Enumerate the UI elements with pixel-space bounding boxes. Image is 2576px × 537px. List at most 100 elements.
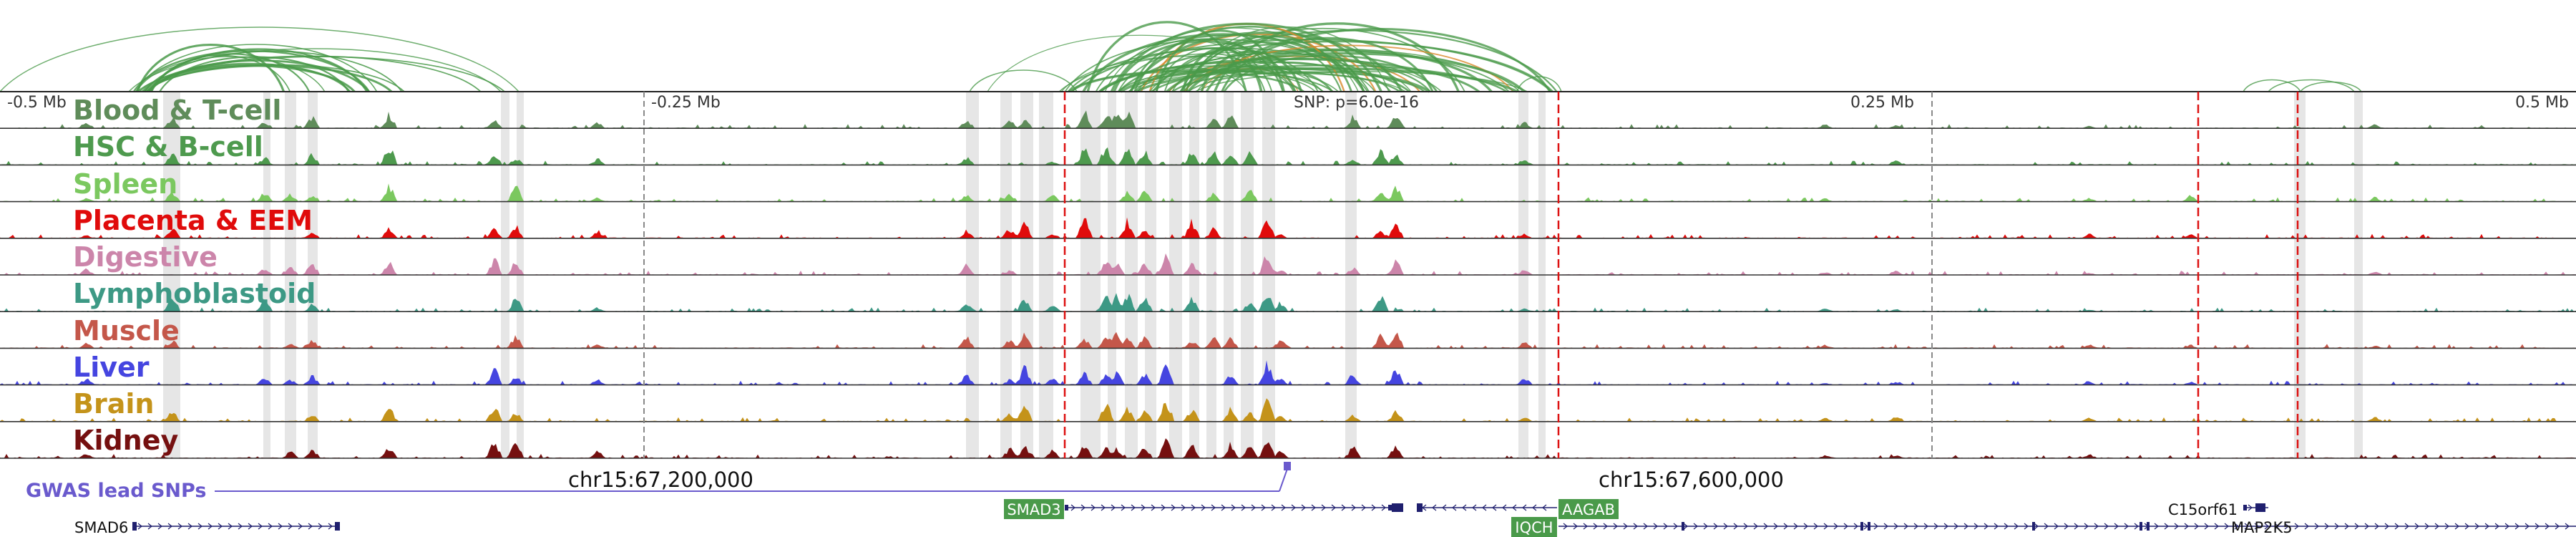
- gwas-connector-diagonal: [1279, 466, 1289, 492]
- strand-arrow: [1893, 523, 1898, 530]
- strand-arrow: [1563, 523, 1568, 530]
- strand-arrow: [1923, 523, 1928, 530]
- gene-label-aagab: AAGAB: [1562, 501, 1615, 518]
- strand-arrow: [177, 523, 182, 530]
- strand-arrow: [2094, 523, 2099, 530]
- strand-arrow: [1512, 504, 1517, 511]
- signal-area: [0, 253, 2576, 275]
- strand-arrow: [2514, 523, 2519, 530]
- gwas-snp-marker[interactable]: [1284, 462, 1291, 470]
- strand-arrow: [2314, 523, 2319, 530]
- strand-arrow: [2134, 523, 2139, 530]
- loop-arc: [1082, 33, 1365, 92]
- loop-arc: [969, 69, 1078, 92]
- loop-arc: [136, 44, 286, 92]
- track-label-lymphoblastoid: Lymphoblastoid: [73, 278, 316, 309]
- gene-label-iqch: IQCH: [1515, 519, 1553, 536]
- tick-label-minus-0-25: -0.25 Mb: [651, 94, 721, 112]
- loop-arc: [128, 48, 502, 92]
- strand-arrow: [1432, 504, 1437, 511]
- strand-arrow: [298, 523, 303, 530]
- loop-arc: [1110, 22, 1382, 92]
- strand-arrow: [2454, 523, 2459, 530]
- strand-arrow: [1994, 523, 1999, 530]
- strand-arrow: [1913, 523, 1918, 530]
- gene-box-aagab[interactable]: [1558, 499, 1619, 519]
- strand-arrow: [2384, 523, 2389, 530]
- strand-arrow: [2248, 504, 2253, 511]
- loop-arc: [1060, 55, 1323, 92]
- strand-arrow: [1793, 523, 1798, 530]
- strand-arrow: [1181, 504, 1186, 511]
- strand-arrow: [1673, 523, 1678, 530]
- loop-arc: [1182, 58, 1431, 92]
- strand-arrow: [248, 523, 253, 530]
- strand-arrow: [2474, 523, 2479, 530]
- signal-area: [0, 360, 2576, 385]
- strand-arrow: [2194, 523, 2199, 530]
- strand-arrow: [1341, 504, 1346, 511]
- loop-arc: [1151, 29, 1558, 92]
- strand-arrow: [1452, 504, 1457, 511]
- track-label-liver: Liver: [73, 352, 150, 383]
- track-label-muscle: Muscle: [73, 315, 180, 347]
- strand-arrow: [1201, 504, 1206, 511]
- strand-arrow: [1933, 523, 1938, 530]
- gene-box-iqch[interactable]: [1511, 517, 1557, 537]
- strand-arrow: [1472, 504, 1477, 511]
- signal-area: [0, 110, 2576, 129]
- exon: [132, 522, 137, 531]
- strand-arrow: [1442, 504, 1447, 511]
- exon: [1392, 503, 1403, 512]
- strand-arrow: [1321, 504, 1326, 511]
- strand-arrow: [2174, 523, 2179, 530]
- strand-arrow: [2114, 523, 2119, 530]
- loop-arc: [135, 56, 326, 92]
- loop-arc: [1137, 67, 1247, 92]
- strand-arrow: [1351, 504, 1356, 511]
- loop-arc: [1163, 53, 1266, 92]
- strand-arrow: [1191, 504, 1196, 511]
- strand-arrow: [308, 523, 313, 530]
- strand-arrow: [1813, 523, 1818, 530]
- strand-arrow: [2024, 523, 2029, 530]
- strand-arrow: [2104, 523, 2109, 530]
- strand-arrow: [2224, 523, 2229, 530]
- loop-arc: [1136, 67, 1518, 93]
- strand-arrow: [2254, 523, 2259, 530]
- strand-arrow: [2304, 523, 2309, 530]
- loop-arc: [2243, 79, 2301, 92]
- strand-arrow: [2234, 523, 2239, 530]
- strand-arrow: [1131, 504, 1136, 511]
- strand-arrow: [1783, 523, 1788, 530]
- exon: [335, 522, 340, 531]
- strand-arrow: [1361, 504, 1366, 511]
- strand-arrow: [2555, 523, 2560, 530]
- track-label-placenta-eem: Placenta & EEM: [73, 205, 313, 236]
- strand-arrow: [1121, 504, 1126, 511]
- strand-arrow: [2565, 523, 2570, 530]
- strand-arrow: [1653, 523, 1658, 530]
- gene-label-c15orf61: C15orf61: [2168, 501, 2238, 518]
- signal-area: [0, 332, 2576, 349]
- strand-arrow: [1241, 504, 1246, 511]
- strand-arrow: [2164, 523, 2169, 530]
- strand-arrow: [1733, 523, 1738, 530]
- gene-box-smad3[interactable]: [1004, 499, 1064, 519]
- loop-arc: [132, 50, 371, 92]
- strand-arrow: [2394, 523, 2399, 530]
- strand-arrow: [1502, 504, 1507, 511]
- strand-arrow: [218, 523, 223, 530]
- signal-tracks: [0, 91, 2576, 459]
- strand-arrow: [1231, 504, 1236, 511]
- strand-arrow: [2074, 523, 2079, 530]
- strand-arrow: [2374, 523, 2379, 530]
- strand-arrow: [2124, 523, 2129, 530]
- strand-arrow: [1211, 504, 1216, 511]
- strand-arrow: [1613, 523, 1618, 530]
- loop-arc: [1221, 37, 1434, 92]
- strand-arrow: [268, 523, 273, 530]
- signal-area: [0, 147, 2576, 165]
- track-label-kidney: Kidney: [73, 425, 178, 456]
